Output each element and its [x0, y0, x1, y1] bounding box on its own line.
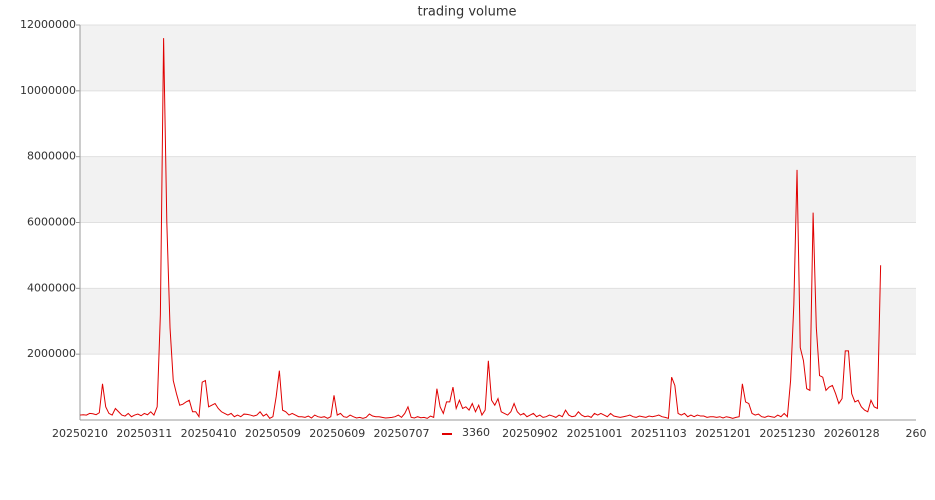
x-tick-label: 20251230: [759, 427, 815, 440]
grid-band: [80, 25, 916, 91]
x-tick-label: 20260128: [824, 427, 880, 440]
x-tick-label: 20250707: [374, 427, 430, 440]
legend: 3360: [442, 426, 490, 439]
x-tick-label: 20251201: [695, 427, 751, 440]
data-line: [79, 38, 882, 420]
x-tick-label: 20250609: [309, 427, 365, 440]
x-tick-label: 20250410: [181, 427, 237, 440]
x-tick-label: 20250902: [502, 427, 558, 440]
y-tick-label: 8000000: [27, 150, 76, 163]
x-tick-label: 20251103: [631, 427, 687, 440]
x-tick-label: 260: [906, 427, 927, 440]
x-tick-label: 20250210: [52, 427, 108, 440]
x-tick-label: 20250311: [116, 427, 172, 440]
chart-title: trading volume: [417, 5, 516, 20]
grid-band: [80, 288, 916, 355]
y-tick-label: 10000000: [20, 84, 76, 97]
y-tick-label: 6000000: [27, 216, 76, 229]
y-tick-label: 4000000: [27, 281, 76, 294]
legend-label: 3360: [462, 426, 490, 439]
x-tick-label: 20250509: [245, 427, 301, 440]
y-tick-label: 12000000: [20, 18, 76, 31]
x-tick-label: 20251001: [566, 427, 622, 440]
y-tick-label: 2000000: [27, 347, 76, 360]
grid-band: [80, 156, 916, 223]
